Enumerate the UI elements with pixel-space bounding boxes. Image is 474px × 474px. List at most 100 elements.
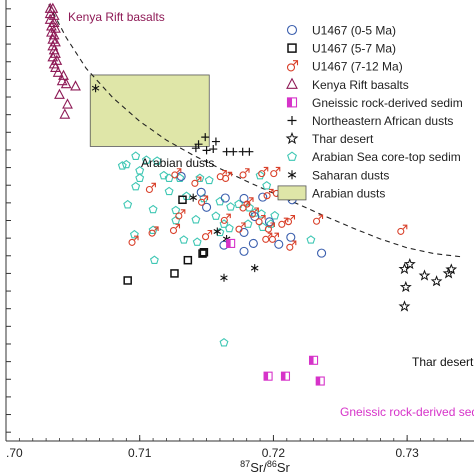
data-point — [248, 207, 259, 218]
legend: U1467 (0-5 Ma) U1467 (5-7 Ma) U1467 (7-12 … — [277, 24, 463, 200]
data-point — [248, 238, 258, 248]
series-gneiss — [226, 238, 325, 386]
data-point — [222, 171, 233, 183]
data-point — [201, 133, 210, 142]
data-point — [397, 224, 408, 235]
data-point — [399, 280, 412, 293]
kenya-rift-annotation: Kenya Rift basalts — [68, 10, 165, 24]
data-point — [149, 255, 159, 264]
data-point — [270, 210, 280, 220]
arabian-dusts-annotation: Arabian dusts — [141, 156, 214, 170]
data-point — [306, 235, 316, 244]
legend-label: Kenya Rift basalts — [312, 78, 409, 92]
data-point — [239, 227, 249, 237]
arabian-dusts-box-layer — [89, 74, 210, 147]
x-tick-label: 0.73 — [395, 446, 419, 460]
data-point — [313, 214, 324, 225]
data-point — [284, 214, 296, 226]
x-axis-label-sup-87: 87 — [240, 459, 250, 469]
data-point — [280, 371, 291, 381]
data-point — [262, 181, 272, 190]
mixing-curve-layer — [48, 4, 461, 258]
data-point — [189, 193, 197, 202]
data-point — [220, 273, 228, 282]
data-point — [315, 376, 325, 386]
legend-label: Thar desert — [312, 132, 374, 146]
data-point — [258, 222, 268, 231]
data-point — [270, 166, 281, 178]
data-point — [54, 88, 65, 99]
data-point — [202, 229, 213, 241]
data-point — [262, 232, 273, 243]
data-point — [213, 227, 221, 236]
data-point — [224, 223, 234, 233]
data-point — [123, 276, 132, 285]
data-point — [264, 222, 275, 233]
data-point — [56, 74, 68, 86]
data-point — [117, 161, 127, 170]
legend-item: Saharan dusts — [287, 168, 389, 182]
data-point — [52, 66, 64, 77]
data-point — [204, 175, 214, 185]
data-point — [191, 144, 200, 153]
legend-item: Arabian dusts — [277, 185, 385, 200]
data-point — [141, 155, 151, 164]
data-point — [398, 300, 411, 312]
legend-label: U1467 (5-7 Ma) — [312, 42, 396, 56]
legend-label: Arabian Sea core-top sedim — [312, 150, 461, 164]
x-axis-label-sr-2: Sr — [277, 460, 291, 474]
legend-item: Kenya Rift basalts — [286, 77, 409, 92]
data-point — [430, 275, 443, 287]
data-point — [62, 98, 73, 109]
mixing-curve — [48, 4, 461, 258]
data-point — [171, 168, 182, 179]
data-point — [195, 173, 205, 182]
series-thar — [398, 258, 458, 312]
data-point — [258, 192, 268, 202]
plot-frame — [5, 0, 474, 442]
data-point — [199, 248, 209, 257]
data-point — [171, 205, 181, 215]
data-point — [226, 238, 236, 248]
legend-item: U1467 (7-12 Ma) — [286, 60, 403, 74]
data-point — [91, 84, 100, 93]
data-point — [239, 168, 250, 179]
data-point — [209, 145, 218, 154]
data-point — [219, 338, 229, 347]
data-point — [59, 108, 71, 119]
data-point — [418, 269, 431, 281]
data-point — [274, 239, 284, 249]
data-point — [220, 213, 231, 224]
series-ne-africa — [191, 133, 254, 156]
data-point — [263, 371, 273, 381]
x-tick-label: 0.72 — [262, 446, 286, 460]
data-point — [268, 232, 279, 243]
data-point — [164, 186, 174, 196]
data-point — [211, 211, 221, 220]
data-point — [255, 170, 265, 180]
data-point — [152, 156, 162, 165]
legend-label: Saharan dusts — [312, 168, 389, 182]
legend-label: U1467 (7-12 Ma) — [312, 60, 403, 74]
data-point — [220, 193, 230, 203]
data-point — [243, 219, 253, 228]
data-point — [196, 187, 206, 197]
data-point — [286, 240, 297, 251]
x-axis-label-sup-86: 86 — [267, 459, 277, 469]
data-point — [308, 355, 319, 365]
data-point — [191, 214, 201, 224]
data-point — [202, 202, 212, 212]
data-point — [179, 235, 189, 244]
arabian-dusts-box — [89, 74, 210, 147]
data-point — [47, 40, 59, 51]
data-point — [250, 264, 259, 273]
data-point — [215, 196, 225, 206]
data-point — [202, 146, 211, 155]
x-axis-label: 87Sr/86Sr — [240, 459, 290, 474]
data-point — [229, 147, 238, 156]
data-point — [198, 249, 207, 258]
data-point — [131, 181, 141, 191]
series-core-top — [117, 151, 316, 347]
series-kenya — [44, 2, 81, 119]
